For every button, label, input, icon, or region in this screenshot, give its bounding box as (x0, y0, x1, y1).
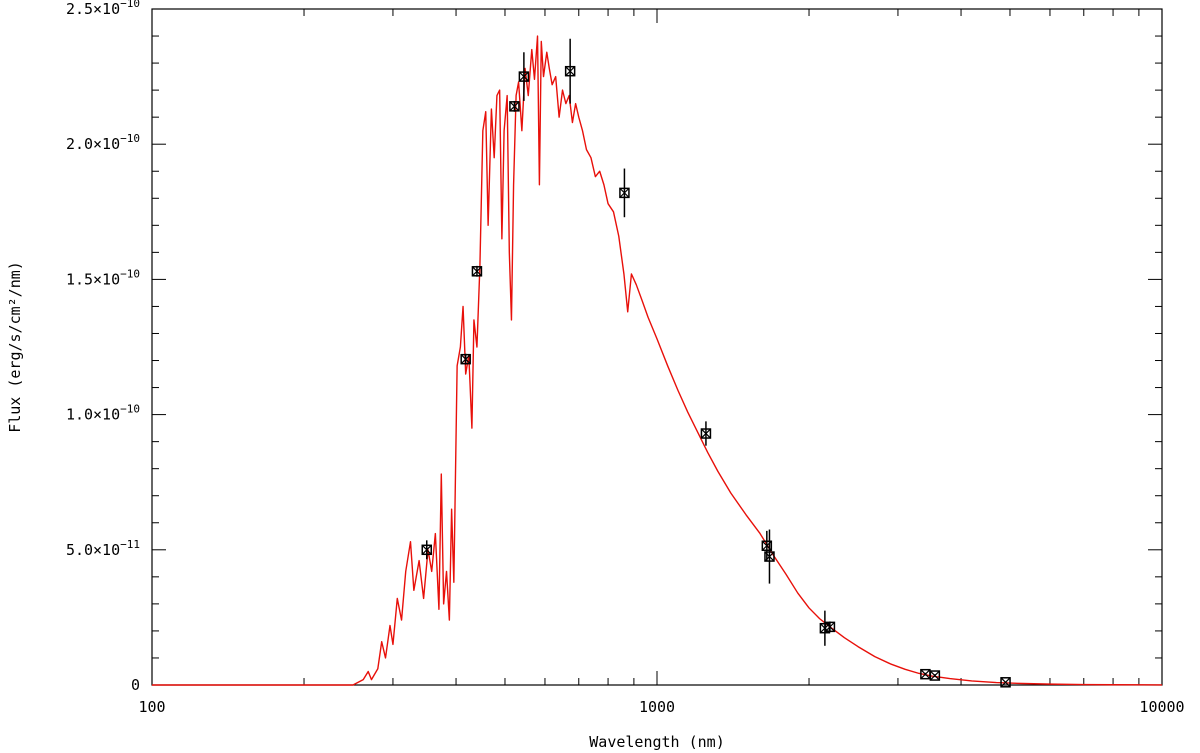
photometry-point (764, 529, 775, 584)
y-tick-label: 1.0×10−10 (66, 403, 140, 424)
model-spectrum-layer (152, 35, 1163, 686)
point-box-marker (700, 428, 712, 439)
y-tick-label: 1.5×10−10 (66, 267, 140, 288)
point-cross-b (509, 101, 520, 112)
point-cross-b (518, 71, 529, 82)
photometry-point (460, 353, 471, 365)
photometry-points-layer (421, 38, 1011, 688)
photometry-point (920, 668, 931, 680)
point-box-marker (471, 266, 483, 277)
point-cross-b (929, 670, 940, 681)
x-tick-label: 10000 (1139, 698, 1184, 716)
point-box-marker (761, 540, 773, 551)
photometry-point (700, 421, 712, 446)
point-cross-b (565, 66, 576, 77)
point-cross-b (421, 544, 432, 555)
point-box-marker (460, 353, 471, 365)
photometry-point (471, 265, 483, 277)
y-tick-label: 2.0×10−10 (66, 132, 140, 153)
point-cross-b (701, 428, 711, 439)
x-tick-label: 100 (138, 698, 165, 716)
x-axis-ticks: 100 1000 10000 (138, 9, 1185, 716)
point-cross-b (472, 266, 482, 277)
point-box-marker (509, 101, 520, 112)
photometry-point (518, 52, 530, 101)
point-cross-b (920, 669, 931, 680)
point-box-marker (764, 551, 775, 562)
point-box-marker (421, 544, 433, 556)
point-box-marker (824, 621, 836, 633)
point-cross-b (619, 187, 630, 198)
photometry-point (421, 540, 433, 560)
model-spectrum-line (152, 35, 1163, 686)
photometry-point (619, 168, 630, 218)
point-box-marker (619, 187, 630, 199)
photometry-point (564, 38, 576, 104)
photometry-point (1000, 677, 1011, 688)
y-axis-ticks: 0 5.0×10−11 1.0×10−10 1.5×10−10 2.0×10−10 2.5… (66, 0, 1162, 694)
x-tick-label: 1000 (639, 698, 675, 716)
y-tick-label: 5.0×10−11 (66, 538, 140, 559)
point-cross-b (1000, 677, 1011, 688)
plot-border (151, 8, 1163, 686)
point-cross-b (824, 621, 835, 632)
point-box-marker (564, 65, 576, 77)
photometry-point (509, 100, 520, 112)
point-cross-b (460, 354, 471, 365)
point-box-marker (1000, 677, 1011, 688)
y-tick-label: 2.5×10−10 (66, 0, 140, 18)
plot-frame (151, 8, 1163, 686)
y-tick-label: 0 (131, 676, 140, 694)
photometry-point (824, 621, 836, 633)
point-box-marker (929, 670, 941, 681)
x-axis-label: Wavelength (nm) (589, 733, 724, 751)
point-cross-b (764, 551, 775, 562)
photometry-point (929, 670, 941, 681)
y-axis-label: Flux (erg/s/cm²/nm) (6, 261, 24, 433)
point-box-marker (518, 71, 530, 82)
